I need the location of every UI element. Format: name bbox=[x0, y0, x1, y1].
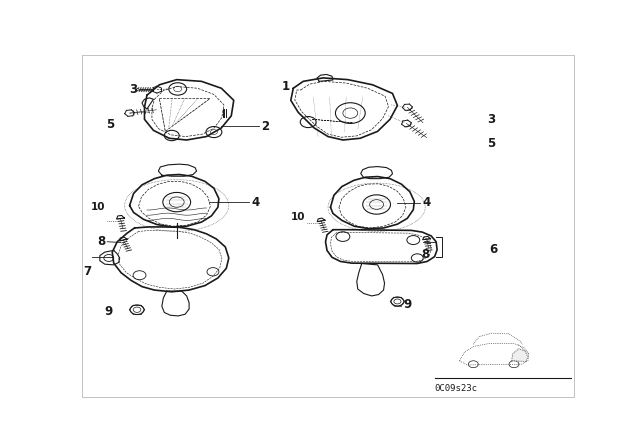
Text: 5: 5 bbox=[106, 118, 114, 131]
Text: 7: 7 bbox=[83, 265, 91, 278]
Text: 5: 5 bbox=[486, 137, 495, 150]
Text: 10: 10 bbox=[291, 211, 306, 222]
Text: 3: 3 bbox=[129, 83, 137, 96]
Text: 2: 2 bbox=[261, 120, 269, 133]
Text: 8: 8 bbox=[97, 235, 106, 248]
Text: 0C09s23c: 0C09s23c bbox=[435, 384, 477, 393]
Polygon shape bbox=[511, 349, 528, 362]
Text: 9: 9 bbox=[403, 298, 412, 311]
Text: 8: 8 bbox=[421, 248, 429, 261]
Text: 1: 1 bbox=[282, 80, 290, 93]
Text: 4: 4 bbox=[422, 196, 431, 209]
Text: 10: 10 bbox=[92, 202, 106, 212]
Text: 6: 6 bbox=[489, 243, 497, 256]
Text: 9: 9 bbox=[104, 305, 112, 318]
Text: 3: 3 bbox=[486, 113, 495, 126]
Text: 4: 4 bbox=[251, 196, 259, 209]
